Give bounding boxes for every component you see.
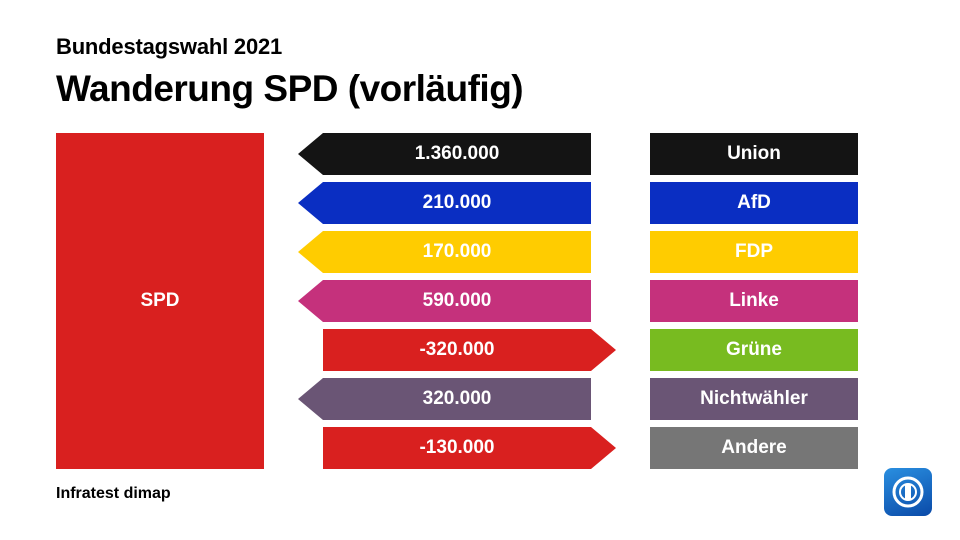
party-label-4: Grüne	[650, 329, 858, 371]
flow-arrow-1: 210.000	[298, 182, 591, 224]
chart-supertitle: Bundestagswahl 2021	[56, 34, 283, 59]
party-label-5: Nichtwähler	[650, 378, 858, 420]
flow-arrow-4: -320.000	[323, 329, 616, 371]
flow-arrow-5: 320.000	[298, 378, 591, 420]
party-label-3: Linke	[650, 280, 858, 322]
party-label-1: AfD	[650, 182, 858, 224]
flow-arrow-3: 590.000	[298, 280, 591, 322]
party-label-6: Andere	[650, 427, 858, 469]
party-label-0: Union	[650, 133, 858, 175]
chart-title: Wanderung SPD (vorläufig)	[56, 68, 524, 109]
party-box-spd: SPD	[56, 133, 264, 469]
ard-logo-icon	[884, 468, 932, 516]
flow-arrow-6: -130.000	[323, 427, 616, 469]
ard-logo-graphic	[892, 476, 924, 508]
flow-arrow-0: 1.360.000	[298, 133, 591, 175]
source-label: Infratest dimap	[56, 485, 171, 502]
party-label-2: FDP	[650, 231, 858, 273]
flow-arrow-2: 170.000	[298, 231, 591, 273]
